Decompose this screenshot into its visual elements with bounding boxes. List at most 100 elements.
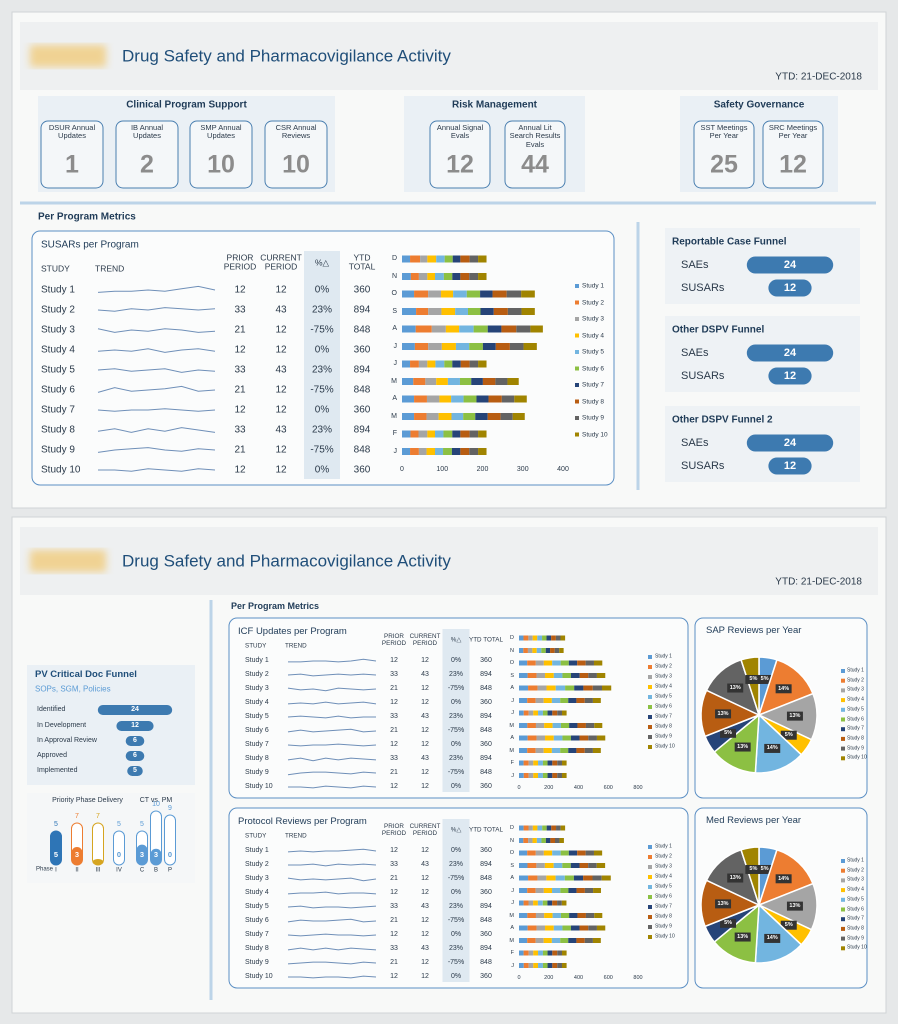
- delivery-fill: [92, 859, 104, 865]
- cell-current: 12: [421, 741, 429, 749]
- doc-funnel-panel: [27, 665, 195, 785]
- legend-swatch: [648, 705, 652, 709]
- sparkline: [288, 863, 377, 867]
- delivery-fill: [136, 844, 148, 865]
- cell-change: -75%: [447, 875, 465, 883]
- bar-segment: [577, 723, 586, 728]
- bar-segment: [443, 430, 453, 438]
- bar-segment: [527, 648, 533, 653]
- bar-segment: [542, 963, 548, 968]
- bar-segment: [410, 273, 419, 280]
- bar-segment: [552, 913, 561, 918]
- dashboard-title: Drug Safety and Pharmacovigilance Activi…: [122, 551, 451, 571]
- legend-swatch: [841, 727, 845, 732]
- bar-segment: [527, 888, 536, 893]
- category-label: J: [511, 962, 514, 969]
- category-label: M: [509, 747, 514, 754]
- bar-segment: [601, 875, 611, 881]
- legend-label: Study 5: [847, 896, 864, 903]
- cell-current: 12: [275, 444, 287, 456]
- legend-label: Study 4: [655, 683, 672, 690]
- doc-funnel-bar: [116, 721, 154, 731]
- kpi-card: [115, 120, 179, 189]
- slice-label: 13%: [729, 874, 741, 881]
- bar-segment: [506, 290, 522, 298]
- bar-segment: [507, 308, 522, 315]
- legend-label: Study 9: [655, 733, 672, 740]
- delivery-target: 5: [54, 821, 58, 829]
- cell-change: -75%: [310, 384, 334, 396]
- bar-segment: [538, 963, 543, 968]
- bar-segment: [478, 430, 487, 438]
- bar-segment: [554, 838, 560, 843]
- x-tick-label: 300: [516, 466, 529, 474]
- kpi-group-title: Clinical Program Support: [126, 99, 247, 111]
- cell-current: 12: [421, 685, 429, 693]
- study-name: Study 6: [245, 727, 269, 735]
- slice-label: 5%: [784, 922, 793, 929]
- x-tick-label: 200: [476, 466, 489, 474]
- bar-segment: [519, 748, 528, 753]
- kpi-group-title: Risk Management: [451, 99, 538, 111]
- bar-segment: [588, 735, 597, 741]
- bar-segment: [532, 825, 538, 831]
- cell-prior: 12: [234, 284, 246, 296]
- bar-segment: [469, 273, 479, 280]
- bar-segment: [536, 673, 546, 678]
- bar-segment: [435, 430, 444, 438]
- kpi-label: Annual Lit Search Results Evals: [509, 123, 561, 149]
- bar-segment: [523, 950, 529, 956]
- legend-swatch: [841, 698, 845, 703]
- bar-segment: [536, 863, 545, 868]
- cell-change: -75%: [310, 324, 334, 336]
- legend-label: Study 3: [847, 686, 864, 693]
- column-header: TREND: [285, 832, 307, 840]
- legend-label: Study 7: [847, 915, 864, 922]
- category-label: M: [509, 722, 514, 729]
- bar-segment: [523, 710, 529, 716]
- bar-segment: [579, 863, 589, 868]
- cell-current: 12: [421, 657, 429, 665]
- bar-segment: [560, 888, 569, 893]
- bar-segment: [543, 850, 553, 856]
- sparkline: [287, 728, 377, 733]
- bar-segment: [416, 308, 429, 315]
- bar-segment: [445, 325, 460, 333]
- bar-segment: [521, 290, 535, 298]
- legend-swatch: [575, 383, 579, 387]
- bar-segment: [584, 888, 594, 893]
- bar-segment: [538, 710, 543, 716]
- bar-segment: [543, 660, 553, 666]
- bar-segment: [560, 723, 570, 728]
- cell-change: 23%: [311, 304, 333, 316]
- legend-label: Study 2: [847, 676, 864, 683]
- legend-label: Study 9: [847, 744, 864, 751]
- study-name: Study 4: [245, 699, 269, 707]
- bar-segment: [469, 343, 483, 350]
- legend-swatch: [841, 707, 845, 712]
- bar-segment: [410, 448, 419, 455]
- doc-funnel-bar: [125, 736, 145, 746]
- category-label: J: [393, 360, 398, 368]
- cell-current: 12: [421, 847, 429, 855]
- cell-prior: 12: [390, 657, 398, 665]
- funnel-title: Other DSPV Funnel: [672, 324, 765, 336]
- bar-segment: [402, 413, 415, 420]
- bar-segment: [487, 325, 502, 333]
- bar-segment: [561, 950, 567, 956]
- kpi-label: SST Meetings Per Year: [700, 123, 748, 141]
- cell-change: 0%: [450, 847, 462, 855]
- cell-change: 23%: [448, 755, 464, 763]
- cell-current: 43: [275, 364, 287, 376]
- bar-segment: [471, 378, 483, 385]
- bar-segment: [537, 825, 543, 831]
- bar-segment: [455, 308, 469, 315]
- bar-segment: [519, 925, 528, 931]
- bar-segment: [552, 950, 558, 956]
- delivery-value: 0: [167, 849, 173, 859]
- bar-segment: [469, 360, 479, 368]
- legend-label: Study 5: [655, 693, 672, 700]
- bar-segment: [452, 360, 461, 368]
- legend-swatch: [841, 678, 845, 683]
- delivery-value: 5: [53, 849, 59, 859]
